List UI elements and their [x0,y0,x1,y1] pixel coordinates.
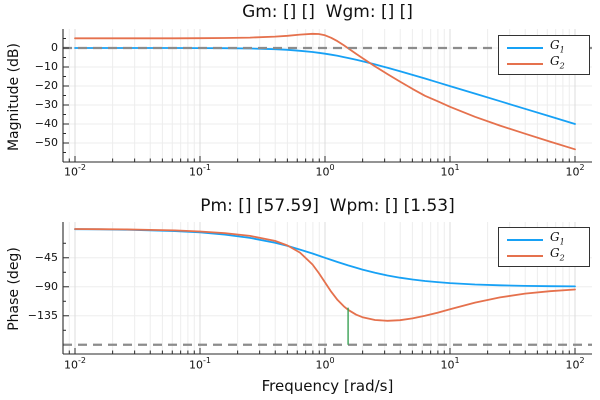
x-axis-label: Frequency [rad/s] [261,377,394,395]
x-tick-label: 10-2 [64,163,86,179]
legend-label: G2 [550,54,565,71]
x-tick-label: 100 [315,356,335,372]
legend-item-g1: G1 [499,38,589,56]
x-tick-label: 101 [440,356,460,372]
legend-item-g2: G2 [499,246,589,264]
legend-line-sample [507,47,543,49]
x-tick-label: 10-2 [64,356,86,372]
legend-item-g2: G2 [499,54,589,72]
x-tick-label: 101 [440,163,460,179]
legend-label: G1 [550,230,565,247]
legend-label: G2 [550,246,565,263]
y-tick-label: 0 [51,41,58,54]
x-tick-label: 10-1 [189,356,211,372]
y-tick-label: −10 [34,60,58,73]
magnitude-legend-box: G1 G2 [498,35,590,75]
y-tick-label: −40 [34,117,58,130]
y-tick-label: −20 [34,79,58,92]
x-tick-label: 100 [315,163,335,179]
y-tick-label: −45 [34,250,58,264]
phase-legend-box: G1 G2 [498,227,590,267]
x-tick-label: 10-1 [189,163,211,179]
x-tick-label: 102 [565,356,585,372]
y-tick-label: −30 [34,98,58,111]
legend-item-g1: G1 [499,230,589,248]
legend-label: G1 [550,38,565,55]
g2-phase-curve [74,228,576,322]
y-tick-label: −90 [34,279,58,293]
y-tick-label: −135 [27,308,58,322]
magnitude-title: Gm: [] [] Wgm: [] [] [242,2,413,22]
y-tick-label: −50 [34,136,58,149]
g2-magnitude-curve [74,32,576,151]
x-tick-label: 102 [565,163,585,179]
phase-title: Pm: [] [57.59] Wpm: [] [1.53] [200,196,455,216]
g1-phase-curve [74,228,576,288]
legend-line-sample [507,239,543,241]
legend-line-sample [507,255,543,257]
legend-line-sample [507,63,543,65]
